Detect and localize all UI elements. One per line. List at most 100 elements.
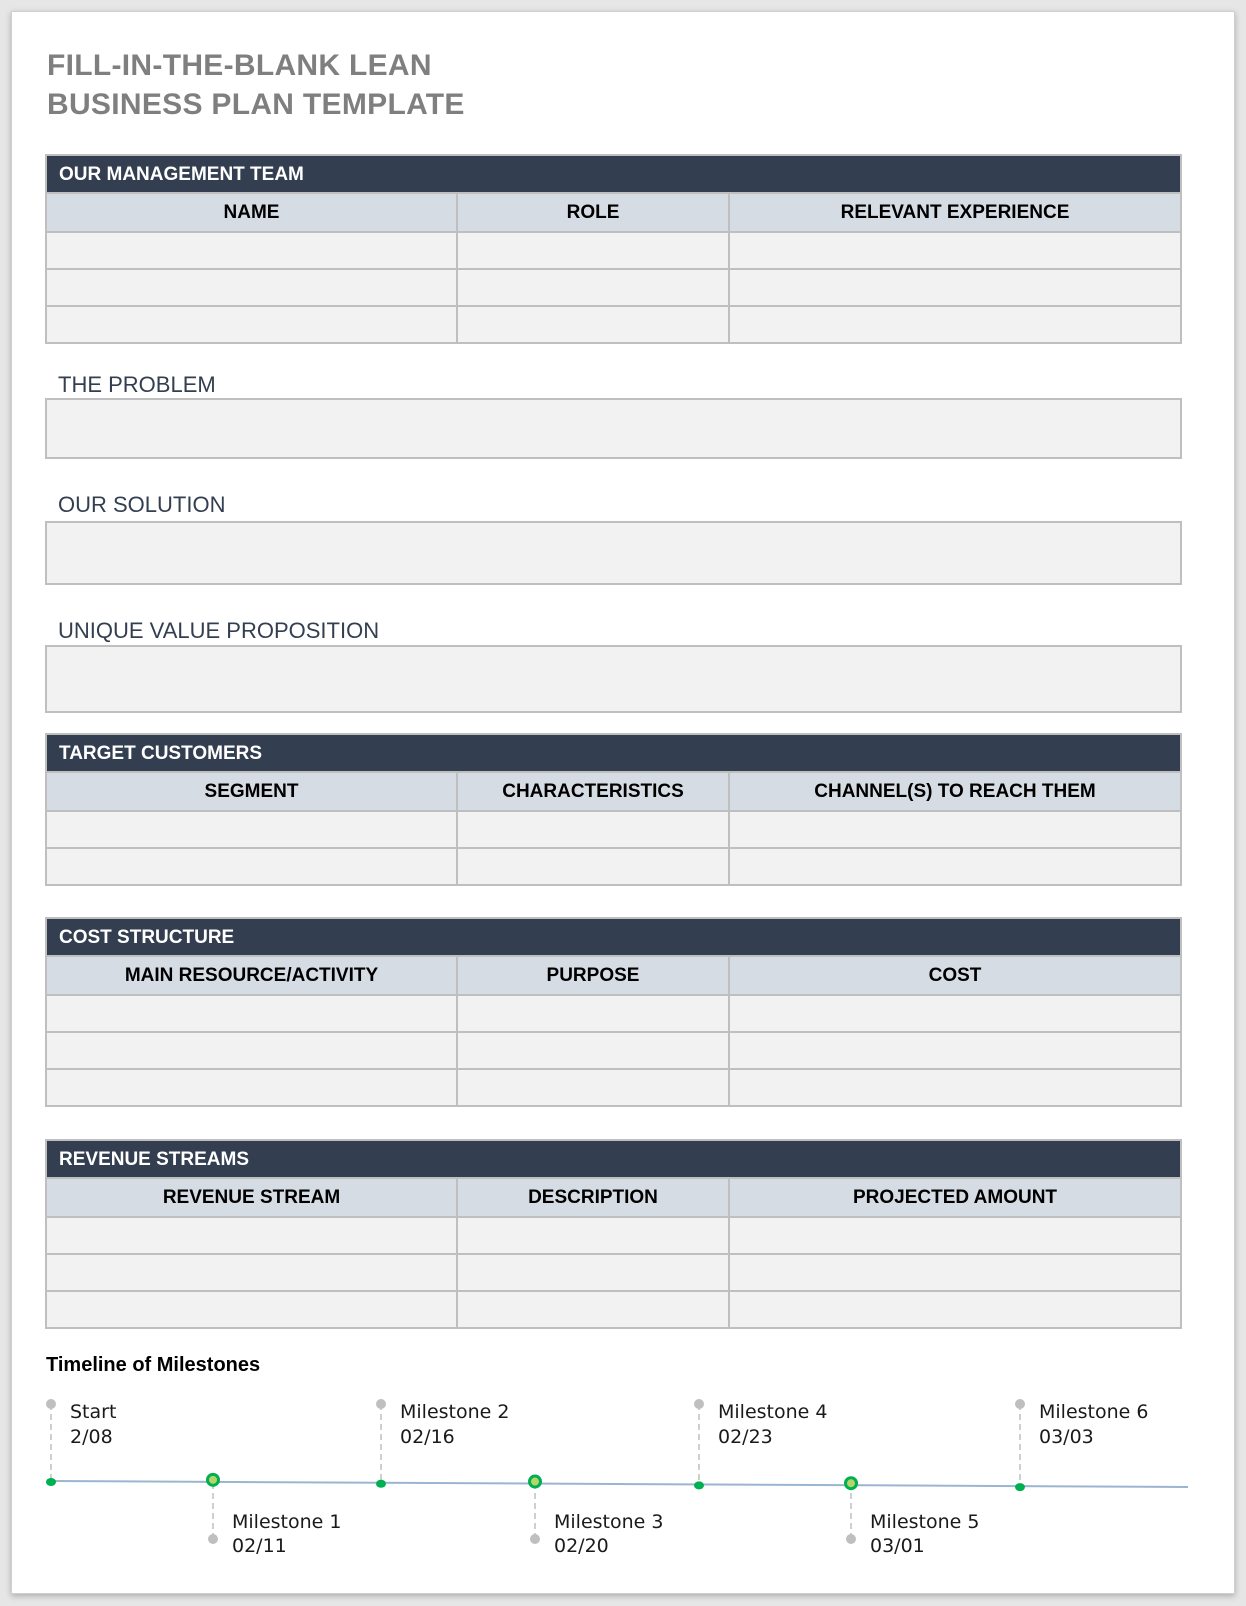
milestone-point xyxy=(206,1472,220,1487)
timeline-axis xyxy=(50,1480,1189,1488)
table-cell[interactable] xyxy=(47,1292,456,1327)
solution-label: OUR SOLUTION xyxy=(58,492,226,517)
milestone-pin-icon xyxy=(376,1399,386,1409)
column-header-row: SEGMENT CHARACTERISTICS CHANNEL(S) TO REAC… xyxy=(47,771,1180,810)
table-cell[interactable] xyxy=(728,307,1180,342)
milestone-date: 2/08 xyxy=(70,1426,113,1448)
problem-label: THE PROBLEM xyxy=(58,372,216,397)
table-cell[interactable] xyxy=(456,1033,728,1068)
table-cell[interactable] xyxy=(47,849,456,884)
milestone-date: 02/23 xyxy=(718,1426,773,1448)
table-cell[interactable] xyxy=(47,1070,456,1105)
table-cell[interactable] xyxy=(728,1070,1180,1105)
revenue-streams-table: REVENUE STREAMS REVENUE STREAM DESCRIPTION… xyxy=(45,1139,1182,1329)
timeline-title: Timeline of Milestones xyxy=(46,1354,261,1376)
milestone-date: 03/01 xyxy=(870,1535,925,1557)
table-cell[interactable] xyxy=(456,996,728,1031)
column-header: ROLE xyxy=(456,194,728,231)
table-cell[interactable] xyxy=(456,1292,728,1327)
table-cell[interactable] xyxy=(728,1292,1180,1327)
table-cell[interactable] xyxy=(728,270,1180,305)
milestone-point xyxy=(46,1478,56,1486)
milestone-label: Milestone 2 xyxy=(400,1401,509,1423)
table-cell[interactable] xyxy=(47,1218,456,1253)
costs-section-header: COST STRUCTURE xyxy=(47,919,1180,955)
milestone-pin-icon xyxy=(846,1534,856,1544)
table-cell[interactable] xyxy=(456,1070,728,1105)
table-row xyxy=(47,1253,1180,1290)
milestone-date: 02/16 xyxy=(400,1426,455,1448)
table-cell[interactable] xyxy=(47,812,456,847)
uvp-label: UNIQUE VALUE PROPOSITION xyxy=(58,618,380,643)
table-cell[interactable] xyxy=(728,233,1180,268)
table-cell[interactable] xyxy=(456,307,728,342)
cost-structure-table: COST STRUCTURE MAIN RESOURCE/ACTIVITY PURP… xyxy=(45,917,1182,1107)
table-cell[interactable] xyxy=(456,1218,728,1253)
milestone-pin-icon xyxy=(1015,1399,1025,1409)
column-header: MAIN RESOURCE/ACTIVITY xyxy=(124,965,379,986)
title-line-1: FILL-IN-THE-BLANK LEAN xyxy=(47,49,432,82)
management-team-table: OUR MANAGEMENT TEAM NAME ROLE RELEVANT EXPE… xyxy=(45,154,1182,344)
milestone-label: Milestone 5 xyxy=(870,1511,979,1533)
table-row xyxy=(47,268,1180,305)
milestone-pin-icon xyxy=(46,1399,56,1409)
table-cell[interactable] xyxy=(456,812,728,847)
problem-field[interactable] xyxy=(45,398,1182,459)
table-cell[interactable] xyxy=(47,270,456,305)
table-cell[interactable] xyxy=(728,812,1180,847)
milestone: Milestone 302/20 xyxy=(528,1474,663,1557)
milestone-point xyxy=(528,1474,542,1489)
milestone-label: Milestone 3 xyxy=(554,1511,663,1533)
column-header: COST xyxy=(728,957,1180,994)
table-cell[interactable] xyxy=(456,849,728,884)
column-header: PROJECTED AMOUNT xyxy=(728,1179,1180,1216)
uvp-field[interactable] xyxy=(45,645,1182,713)
solution-field[interactable] xyxy=(45,521,1182,585)
table-cell[interactable] xyxy=(456,233,728,268)
milestone-pin-icon xyxy=(694,1399,704,1409)
milestone-label: Milestone 6 xyxy=(1039,1401,1148,1423)
milestone-label: Milestone 4 xyxy=(718,1401,827,1423)
table-row xyxy=(47,305,1180,342)
column-header-row: REVENUE STREAM DESCRIPTION PROJECTED AMOUN… xyxy=(47,1177,1180,1216)
milestone-date: 03/03 xyxy=(1039,1426,1094,1448)
column-header: SEGMENT xyxy=(204,781,299,802)
milestone-point xyxy=(844,1476,858,1491)
milestone-pin-icon xyxy=(530,1534,540,1544)
column-header: CHANNEL(S) TO REACH THEM xyxy=(728,773,1180,810)
table-cell[interactable] xyxy=(47,1255,456,1290)
management-section-header: OUR MANAGEMENT TEAM xyxy=(47,156,1180,192)
table-row xyxy=(47,1290,1180,1327)
column-header: NAME xyxy=(223,202,280,223)
milestone: Start 2/08 xyxy=(46,1399,116,1486)
table-cell[interactable] xyxy=(728,1255,1180,1290)
table-row xyxy=(47,994,1180,1031)
milestone-date: 02/20 xyxy=(554,1535,609,1557)
column-header-row: NAME ROLE RELEVANT EXPERIENCE xyxy=(47,192,1180,231)
table-row xyxy=(47,1068,1180,1105)
milestone-label: Milestone 1 xyxy=(232,1511,341,1533)
table-cell[interactable] xyxy=(47,307,456,342)
column-header: PURPOSE xyxy=(456,957,728,994)
milestone: Milestone 4 02/23 xyxy=(694,1399,827,1490)
milestone-point xyxy=(376,1479,386,1488)
table-cell[interactable] xyxy=(47,233,456,268)
table-cell[interactable] xyxy=(728,1033,1180,1068)
table-cell[interactable] xyxy=(728,849,1180,884)
table-row xyxy=(47,1216,1180,1253)
table-cell[interactable] xyxy=(456,1255,728,1290)
target-customers-table: TARGET CUSTOMERS SEGMENT CHARACTERISTICS CH… xyxy=(45,733,1182,886)
table-cell[interactable] xyxy=(728,996,1180,1031)
table-row xyxy=(47,847,1180,884)
column-header: REVENUE STREAM xyxy=(162,1187,341,1208)
table-cell[interactable] xyxy=(47,996,456,1031)
milestone: Milestone 503/01 xyxy=(844,1476,979,1557)
table-cell[interactable] xyxy=(47,1033,456,1068)
column-header: RELEVANT EXPERIENCE xyxy=(728,194,1180,231)
milestone-point xyxy=(1015,1483,1025,1492)
page-title: FILL-IN-THE-BLANK LEAN BUSINESS PLAN TEM… xyxy=(47,46,465,124)
milestone-pin-icon xyxy=(208,1534,218,1544)
milestone: Milestone 102/11 xyxy=(206,1472,341,1557)
table-cell[interactable] xyxy=(456,270,728,305)
table-cell[interactable] xyxy=(728,1218,1180,1253)
